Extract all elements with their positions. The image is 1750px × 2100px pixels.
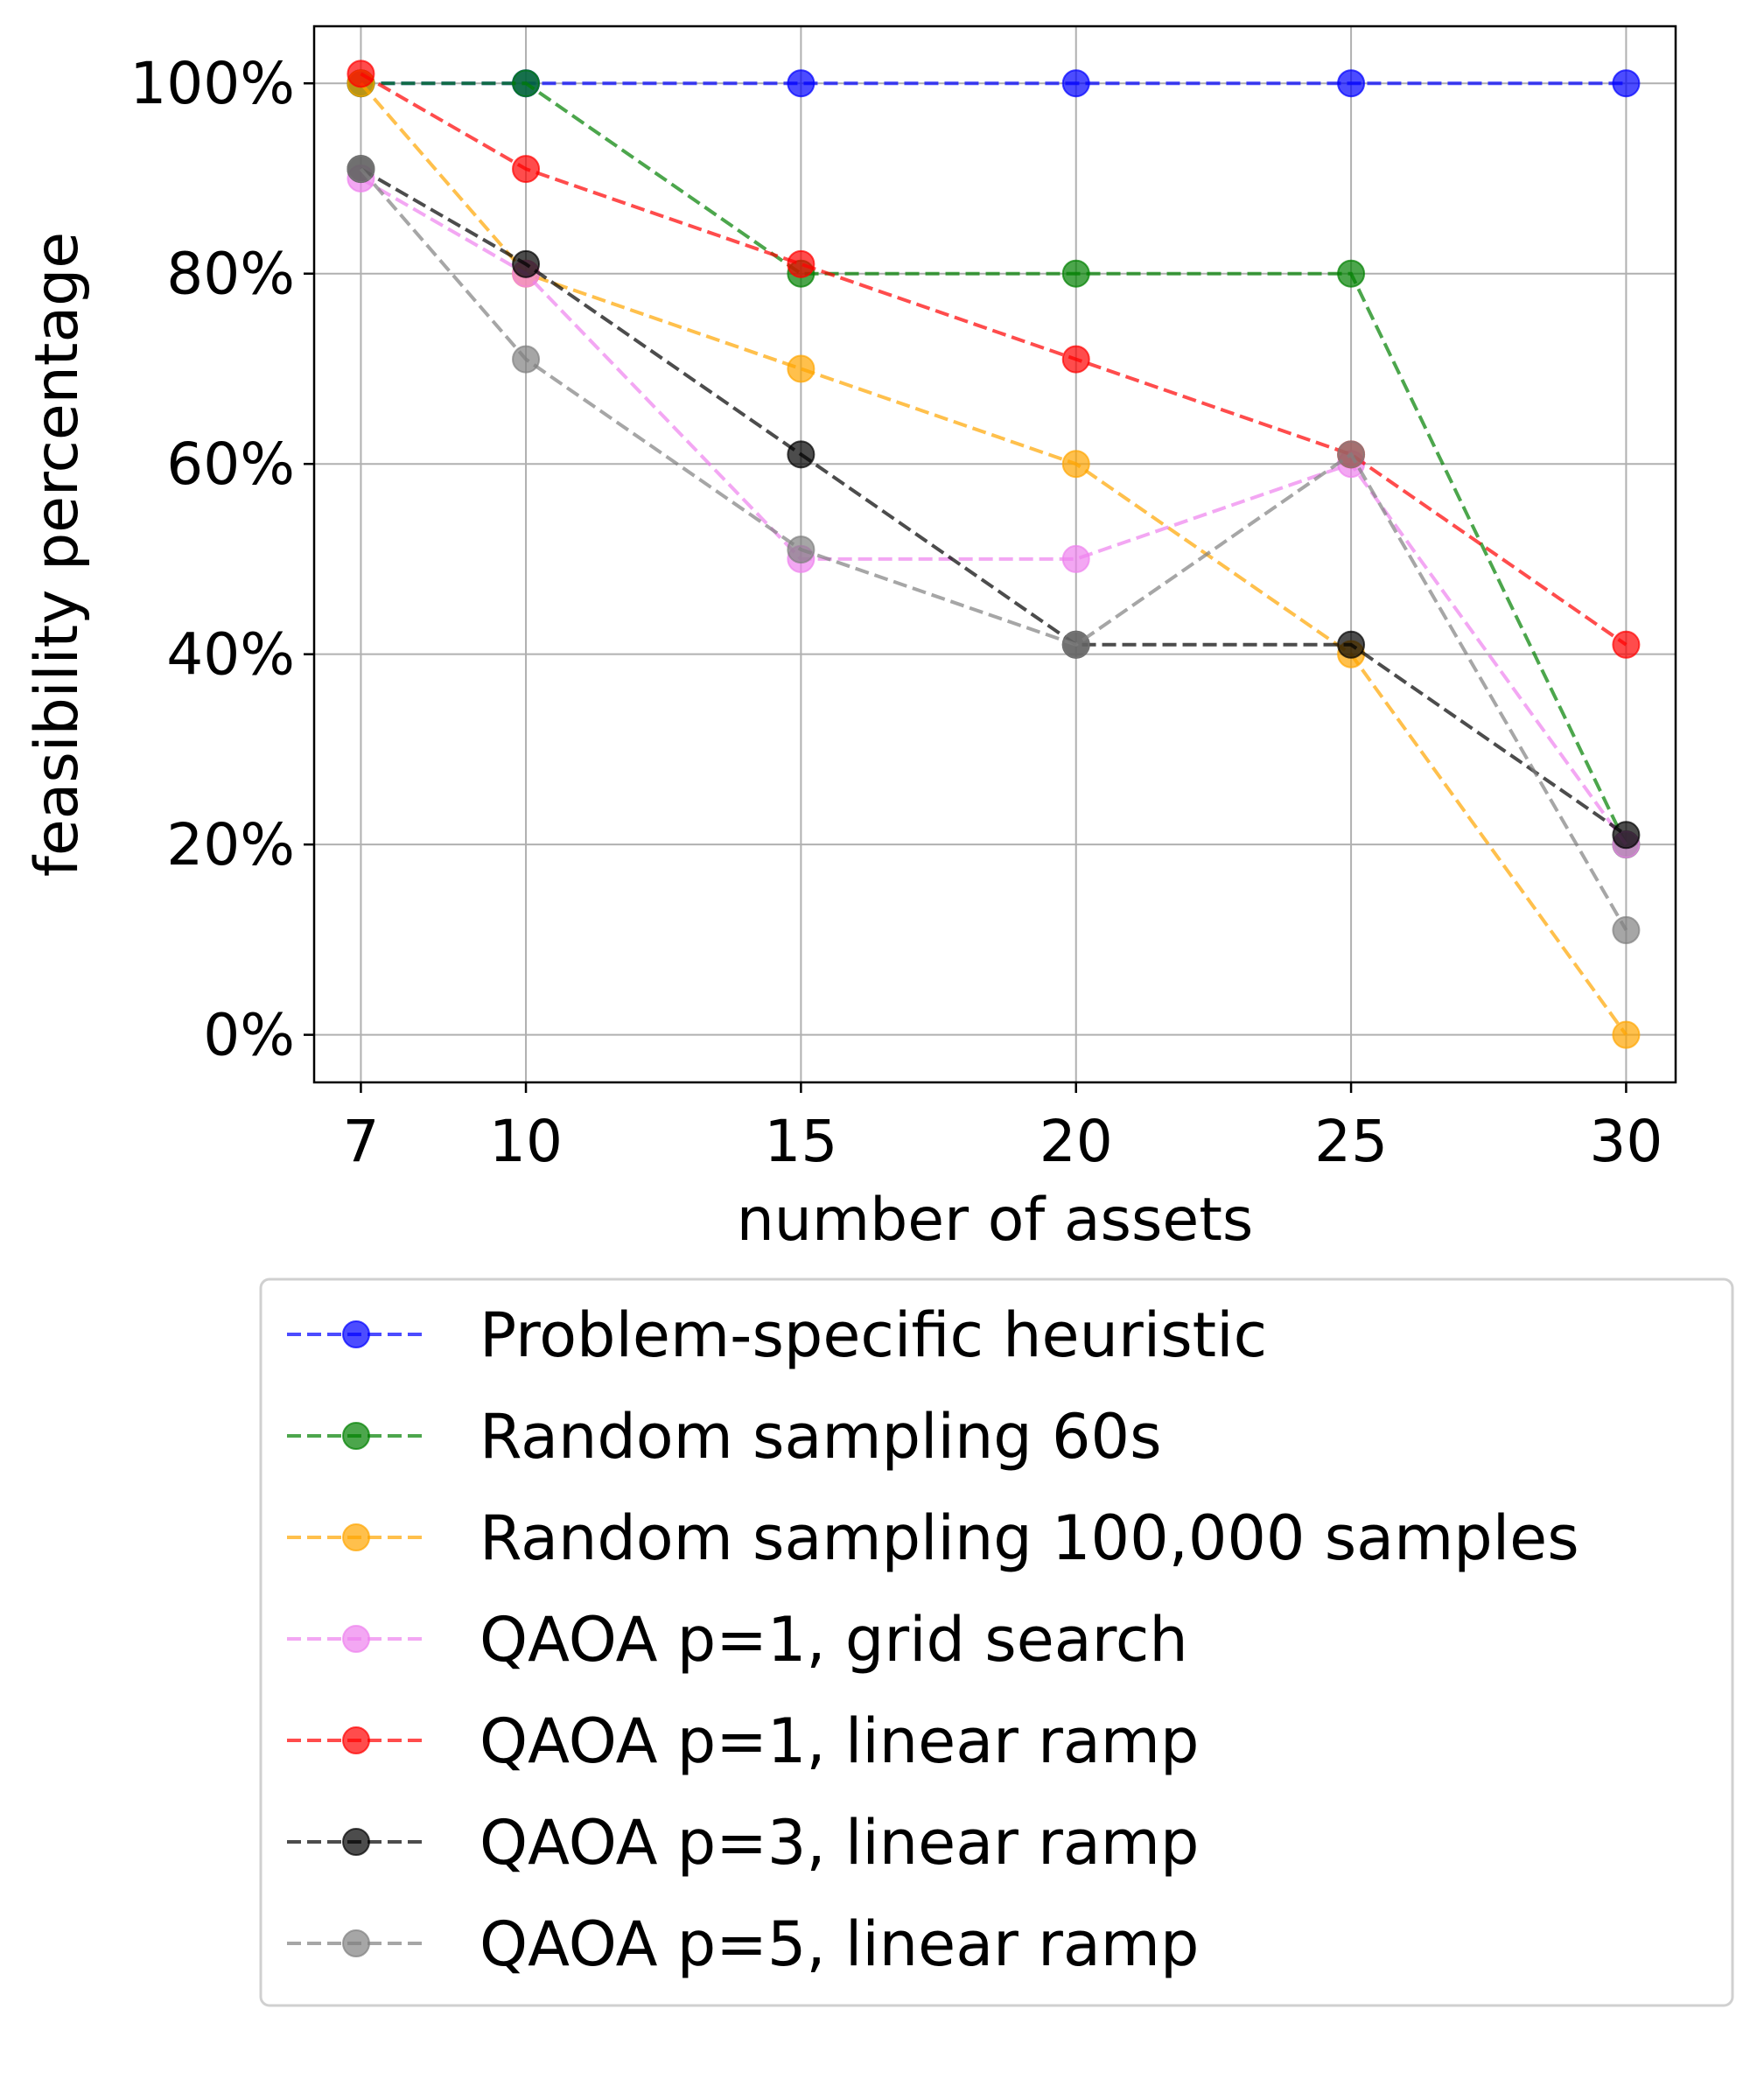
data-point [1612,630,1641,659]
legend-marker [342,1523,370,1551]
legend-marker [342,1929,370,1957]
legend-label: QAOA p=5, linear ramp [480,1908,1199,1980]
data-point [787,249,816,278]
data-point [346,60,375,88]
legend-box [259,1278,1734,2007]
data-point [1612,821,1641,850]
data-point [787,354,816,383]
series-line [360,81,1628,846]
data-point [1337,69,1366,98]
data-point [1612,916,1641,945]
series-line [359,81,1628,1036]
legend-item-qaoa-p-1-linear-ramp: QAOA p=1, linear ramp [287,1705,1199,1777]
series-layer [346,60,1641,1049]
legend-item-random-sampling-60s: Random sampling 60s [287,1401,1162,1473]
legend-item-random-sampling-100-000-samples: Random sampling 100,000 samples [287,1502,1579,1574]
grid [314,26,1676,1082]
data-point [1061,450,1090,479]
legend-marker [342,1625,370,1653]
series-line [359,167,1628,932]
data-point [512,345,541,374]
data-point [1061,544,1090,573]
data-point [787,69,816,98]
legend-label: Random sampling 100,000 samples [480,1502,1579,1574]
y-tick-label: 40% [166,621,295,689]
data-point [512,69,541,98]
series-line [360,177,1628,846]
data-point [1612,1020,1641,1049]
legend-label: Random sampling 60s [480,1401,1162,1473]
x-tick-label: 30 [1589,1108,1662,1175]
legend-item-qaoa-p-5-linear-ramp: QAOA p=5, linear ramp [287,1908,1199,1980]
legend-label: QAOA p=1, grid search [480,1604,1188,1676]
data-point [1612,69,1641,98]
series-qaoa-p-1-linear-ramp [346,60,1641,659]
data-point [1337,259,1366,288]
legend-marker [342,1320,370,1348]
y-tick-label: 100% [130,50,295,117]
legend: Problem-specific heuristic Random samplin… [259,1278,1734,2007]
data-point [1061,69,1090,98]
data-point [1061,259,1090,288]
data-point [1337,440,1366,469]
series-qaoa-p-5-linear-ramp [346,155,1641,945]
x-tick-label: 7 [342,1108,379,1175]
legend-label: QAOA p=3, linear ramp [480,1807,1199,1879]
y-tick-label: 80% [166,241,295,308]
series-qaoa-p-3-linear-ramp [346,155,1641,850]
series-line [360,72,1628,647]
x-axis-label: number of assets [737,1186,1254,1255]
legend-marker [342,1422,370,1450]
x-tick-label: 25 [1314,1108,1388,1175]
legend-item-qaoa-p-1-grid-search: QAOA p=1, grid search [287,1604,1188,1676]
legend-label: Problem-specific heuristic [480,1299,1267,1371]
legend-item-qaoa-p-3-linear-ramp: QAOA p=3, linear ramp [287,1807,1199,1879]
series-random-sampling-100-000-samples [346,69,1641,1049]
data-point [512,155,541,184]
data-point [787,536,816,564]
plot-area-frame [312,24,1677,1084]
data-point [346,155,375,184]
data-point [1061,345,1090,374]
data-point [1337,630,1366,659]
x-tick-label: 10 [489,1108,563,1175]
legend-label: QAOA p=1, linear ramp [480,1705,1199,1777]
x-axis-ticks: 7 10 15 20 25 30 [342,1082,1662,1175]
series-qaoa-p-1-grid-search [346,164,1641,859]
legend-marker [342,1726,370,1754]
x-tick-label: 15 [764,1108,837,1175]
data-point [787,440,816,469]
y-tick-label: 0% [203,1002,295,1069]
y-axis-ticks: 0% 20% 40% 60% 80% 100% [130,50,314,1069]
series-line [360,167,1628,836]
x-tick-label: 20 [1040,1108,1113,1175]
y-tick-label: 20% [166,811,295,878]
data-point [1061,630,1090,659]
legend-item-problem-specific-heuristic: Problem-specific heuristic [287,1299,1267,1371]
y-tick-label: 60% [166,430,295,498]
data-point [512,249,541,278]
y-axis-label: feasibility percentage [23,232,92,877]
legend-marker [342,1828,370,1856]
